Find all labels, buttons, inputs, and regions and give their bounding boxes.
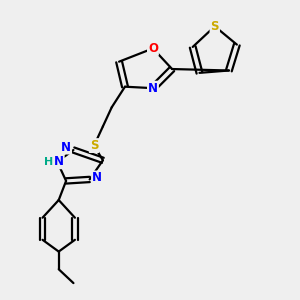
Text: N: N — [92, 172, 102, 184]
Text: O: O — [148, 42, 158, 55]
Text: N: N — [61, 141, 71, 154]
Text: N: N — [54, 155, 64, 168]
Text: N: N — [148, 82, 158, 95]
Text: S: S — [211, 20, 219, 33]
Text: H: H — [44, 157, 53, 167]
Text: S: S — [90, 139, 98, 152]
